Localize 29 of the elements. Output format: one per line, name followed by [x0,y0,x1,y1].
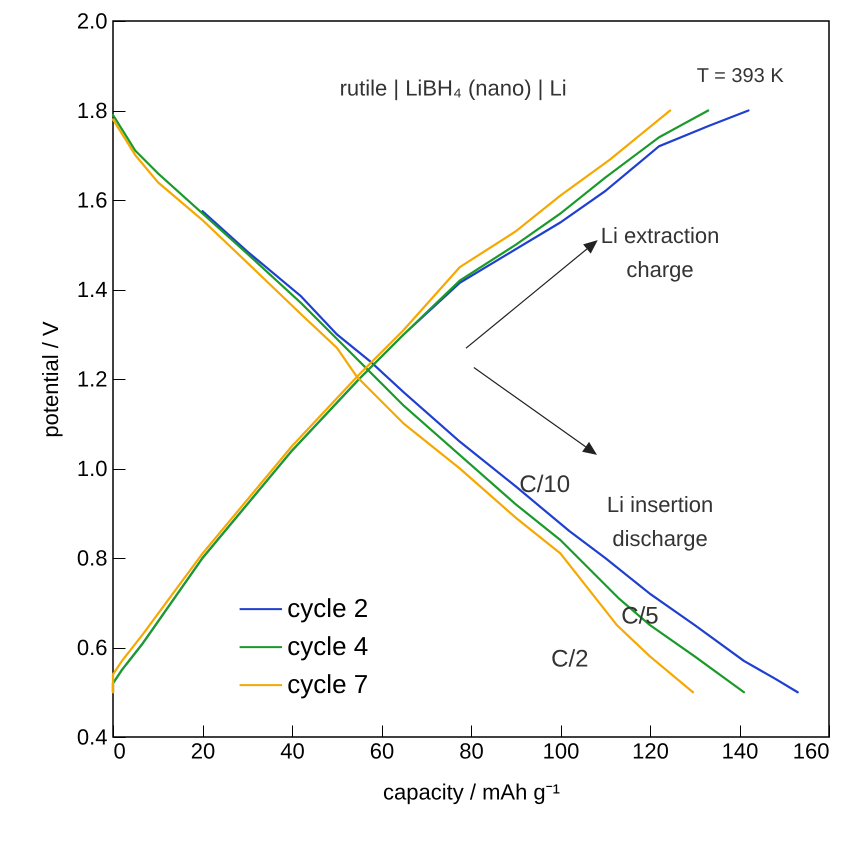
x-tick-label: 120 [632,738,669,764]
x-tick-label: 60 [370,738,394,764]
y-tick-label: 1.4 [76,277,108,302]
y-tick-label: 1.0 [76,456,108,481]
annotation: T = 393 K [696,65,784,88]
x-tick-label: 20 [190,738,216,764]
x-tick-label: 160 [792,738,830,764]
annotation: rutile | LiBH₄ (nano) | Li [340,75,567,100]
annotation: C/2 [551,646,588,673]
y-tick-label: 0.6 [76,635,108,660]
annotation: Li insertion discharge [606,492,714,552]
annotation: Li extraction charge [600,222,720,282]
y-tick-label: 1.8 [76,98,108,123]
y-axis-title: potential / V [38,321,63,438]
x-tick-label: 0 [114,738,126,764]
annotation: C/10 [519,470,570,498]
x-tick-label: 80 [459,738,484,764]
y-tick-label: 0.8 [76,546,108,570]
y-tick-label: 1.2 [76,366,108,392]
y-tick-label: 1.6 [76,188,108,212]
x-tick-label: 100 [542,738,580,764]
y-tick-label: 2.0 [76,8,108,34]
x-axis-title: capacity / mAh g⁻¹ [383,780,560,804]
legend-label: cycle 7 [287,669,368,700]
legend-label: cycle 4 [287,631,368,662]
y-tick-label: 0.4 [76,724,108,750]
legend-label: cycle 2 [287,593,368,624]
x-tick-label: 140 [722,738,758,764]
x-tick-label: 40 [280,738,305,764]
